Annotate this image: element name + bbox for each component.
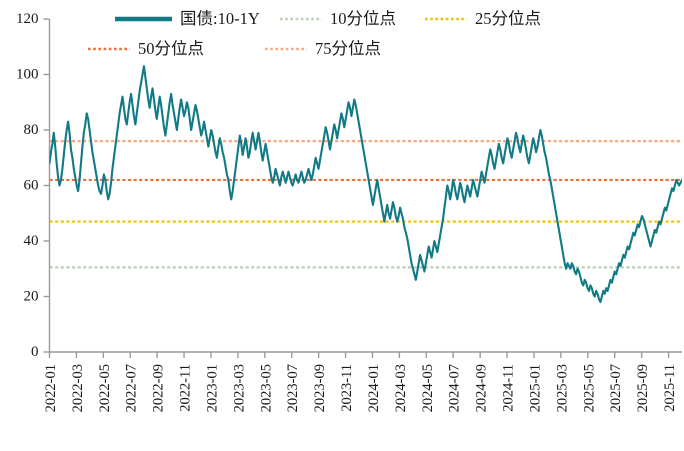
- y-tick-label-5: 100: [16, 66, 39, 82]
- reference-lines: [49, 140, 682, 269]
- legend-label-1: 10分位点: [330, 9, 396, 28]
- x-tick-label-1: 2022-03: [70, 364, 86, 412]
- x-tick-label-17: 2024-11: [501, 364, 517, 412]
- x-tick-label-18: 2025-01: [527, 364, 543, 412]
- y-tick-label-4: 80: [24, 122, 39, 138]
- x-tick-label-7: 2023-03: [231, 364, 247, 412]
- legend-label-4: 75分位点: [315, 39, 381, 58]
- x-tick-label-11: 2023-11: [339, 364, 355, 412]
- y-tick-label-1: 20: [24, 288, 39, 304]
- x-tick-label-8: 2023-05: [258, 364, 274, 412]
- legend-label-2: 25分位点: [475, 9, 541, 28]
- x-tick-label-6: 2023-01: [204, 364, 220, 412]
- legend-label-0: 国债:10-1Y: [180, 9, 260, 28]
- x-tick-label-16: 2024-09: [474, 364, 490, 412]
- x-tick-label-20: 2025-05: [581, 364, 597, 412]
- y-axis: 0 20 40 60 80 100 120: [16, 11, 51, 360]
- x-tick-label-10: 2023-09: [312, 364, 328, 412]
- y-tick-label-2: 40: [24, 233, 39, 249]
- x-tick-label-22: 2025-09: [635, 364, 651, 412]
- x-tick-label-3: 2022-07: [124, 364, 140, 412]
- x-tick-label-21: 2025-07: [608, 364, 624, 412]
- x-tick-label-4: 2022-09: [151, 364, 167, 412]
- x-tick-label-0: 2022-01: [43, 364, 59, 412]
- x-tick-label-13: 2024-03: [393, 364, 409, 412]
- x-tick-label-15: 2024-07: [447, 364, 463, 412]
- x-tick-label-23: 2025-11: [662, 364, 678, 412]
- legend: 国债:10-1Y 10分位点 25分位点 50分位点 75分位点: [88, 9, 541, 58]
- legend-label-3: 50分位点: [138, 39, 204, 58]
- x-tick-label-19: 2025-03: [554, 364, 570, 412]
- y-tick-label-6: 120: [16, 11, 39, 27]
- series-group: [49, 65, 682, 304]
- y-tick-label-3: 60: [24, 177, 39, 193]
- x-tick-label-12: 2024-01: [366, 364, 382, 412]
- x-tick-label-2: 2022-05: [97, 364, 113, 412]
- x-tick-label-14: 2024-05: [420, 364, 436, 412]
- x-axis: 2022-01 2022-03 2022-05 2022-07 2022-09 2022-…: [43, 351, 682, 412]
- x-tick-label-9: 2023-07: [285, 364, 301, 412]
- y-tick-label-0: 0: [31, 344, 39, 360]
- x-tick-label-5: 2022-11: [178, 364, 194, 412]
- series-line-0: [49, 65, 682, 304]
